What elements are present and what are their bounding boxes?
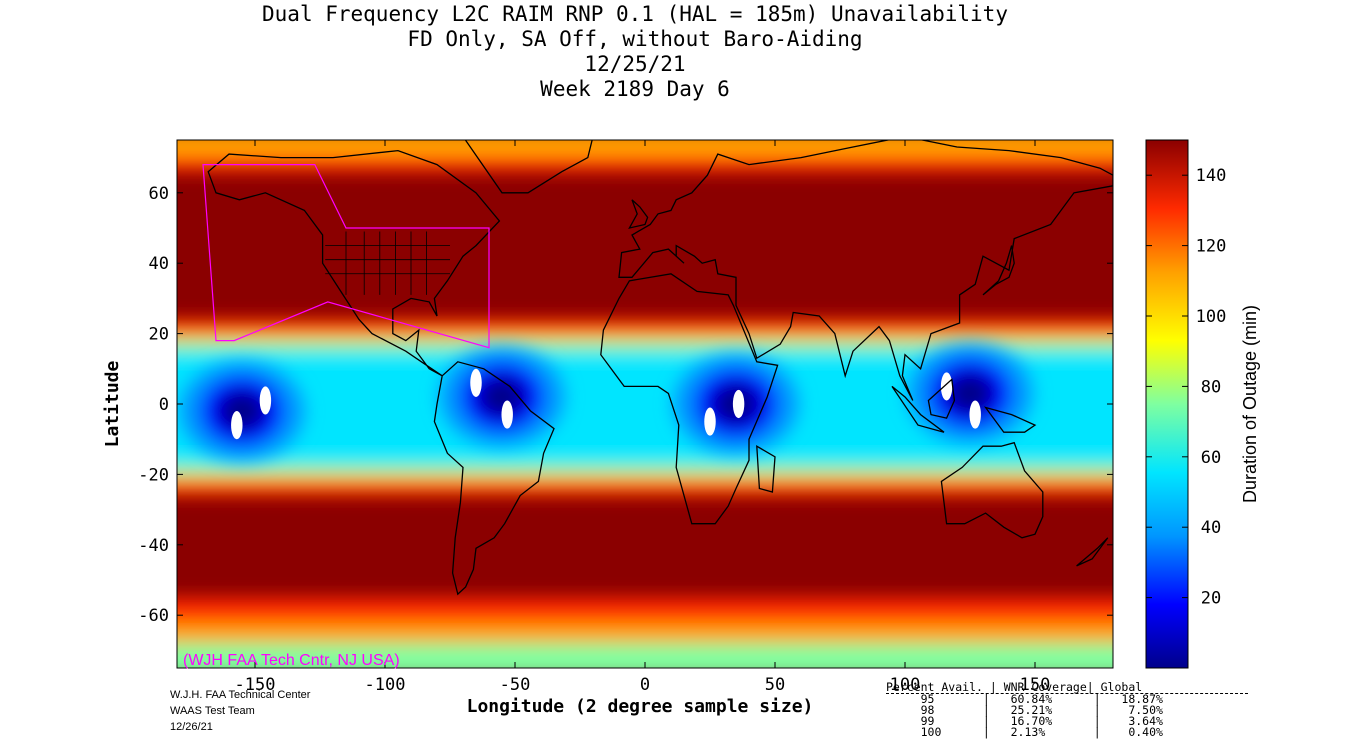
y-tick-label: 60: [149, 184, 169, 204]
chart-week: Week 2189 Day 6: [540, 77, 730, 101]
credit-date: 12/26/21: [170, 721, 213, 733]
colorbar-tick-label: 60: [1201, 448, 1221, 468]
coastline: [1076, 537, 1109, 567]
stats-table: Percent Avail. | WNR Coverage| Global 95…: [886, 681, 1248, 739]
x-axis-label: Longitude (2 degree sample size): [466, 696, 814, 717]
y-axis-label: Latitude: [102, 360, 123, 447]
colorbar-tick-label: 20: [1201, 589, 1221, 609]
y-tick-label: -60: [138, 606, 169, 626]
colorbar-tick-label: 40: [1201, 518, 1221, 538]
y-tick-label: -40: [138, 536, 169, 556]
coastline: [982, 245, 1015, 296]
stats-row: 99 | 16.70% | 3.64%: [886, 714, 1163, 728]
colorbar-gradient: [1145, 139, 1189, 669]
credit-team: WAAS Test Team: [170, 705, 255, 717]
x-tick-label: -150: [235, 675, 276, 695]
x-tick-label: 50: [765, 675, 785, 695]
zero-outage-spot: [470, 368, 482, 397]
coastline: [207, 149, 501, 377]
colorbar-tick-label: 140: [1196, 166, 1227, 186]
chart-title: Dual Frequency L2C RAIM RNP 0.1 (HAL = 1…: [262, 2, 1008, 26]
colorbar-tick-label: 120: [1196, 237, 1227, 257]
x-tick-label: -50: [500, 675, 531, 695]
equatorial-band: [177, 319, 1113, 496]
coastline: [618, 140, 1113, 401]
us-state-lines: [325, 231, 450, 295]
outage-heatmap: [177, 140, 1113, 668]
zero-outage-spot: [231, 411, 243, 440]
zero-outage-spot: [969, 400, 981, 429]
stats-row: 100 | 2.13% | 0.40%: [886, 725, 1163, 739]
coastline: [756, 445, 776, 493]
coastline: [983, 406, 1037, 433]
coastline: [433, 361, 555, 596]
zero-outage-spots: [231, 368, 981, 440]
x-tick-label: 100: [890, 675, 921, 695]
coastline: [927, 378, 956, 419]
colorbar: 20 40 60 80 100 120 140: [1145, 139, 1227, 669]
colorbar-tick-label: 100: [1196, 307, 1227, 327]
y-tick-label: 40: [149, 254, 169, 274]
zero-outage-spot: [259, 386, 272, 415]
y-tick-label: -20: [138, 465, 169, 485]
colorbar-tick-label: 80: [1201, 377, 1221, 397]
y-tick-label: 20: [149, 325, 169, 345]
x-tick-label: 150: [1020, 675, 1051, 695]
y-tick-label: 0: [159, 395, 169, 415]
coastline: [891, 385, 945, 433]
zero-outage-spot: [501, 400, 513, 429]
zero-outage-spot: [704, 407, 716, 436]
coastline: [628, 199, 649, 229]
coastline: [464, 140, 593, 194]
credit-org: W.J.H. FAA Technical Center: [170, 689, 311, 701]
stats-row: 98 | 25.21% | 7.50%: [886, 703, 1163, 717]
wnr-coverage-polygon: [202, 164, 490, 349]
x-tick-label: -100: [365, 675, 406, 695]
coastline: [600, 273, 779, 525]
low-outage-regions: [179, 344, 1033, 461]
watermark: (WJH FAA Tech Cntr, NJ USA): [183, 652, 400, 669]
chart-subtitle: FD Only, SA Off, without Baro-Aiding: [407, 27, 863, 51]
x-tick-label: 0: [640, 675, 650, 695]
zero-outage-spot: [732, 389, 745, 419]
coastlines: [207, 140, 1113, 596]
chart-date: 12/25/21: [584, 52, 686, 76]
stats-row: 95 | 60.84% | 18.87%: [886, 692, 1163, 706]
axes: -150 -100 -50 0 50 100 150 60 40 20 0 -20 -40 -60: [138, 140, 1113, 695]
stats-header: Percent Avail. | WNR Coverage| Global: [886, 681, 1248, 694]
polar-bands: [177, 140, 1113, 668]
coastline: [940, 441, 1044, 539]
zero-outage-spot: [940, 372, 953, 401]
colorbar-label: Duration of Outage (min): [1240, 305, 1260, 503]
